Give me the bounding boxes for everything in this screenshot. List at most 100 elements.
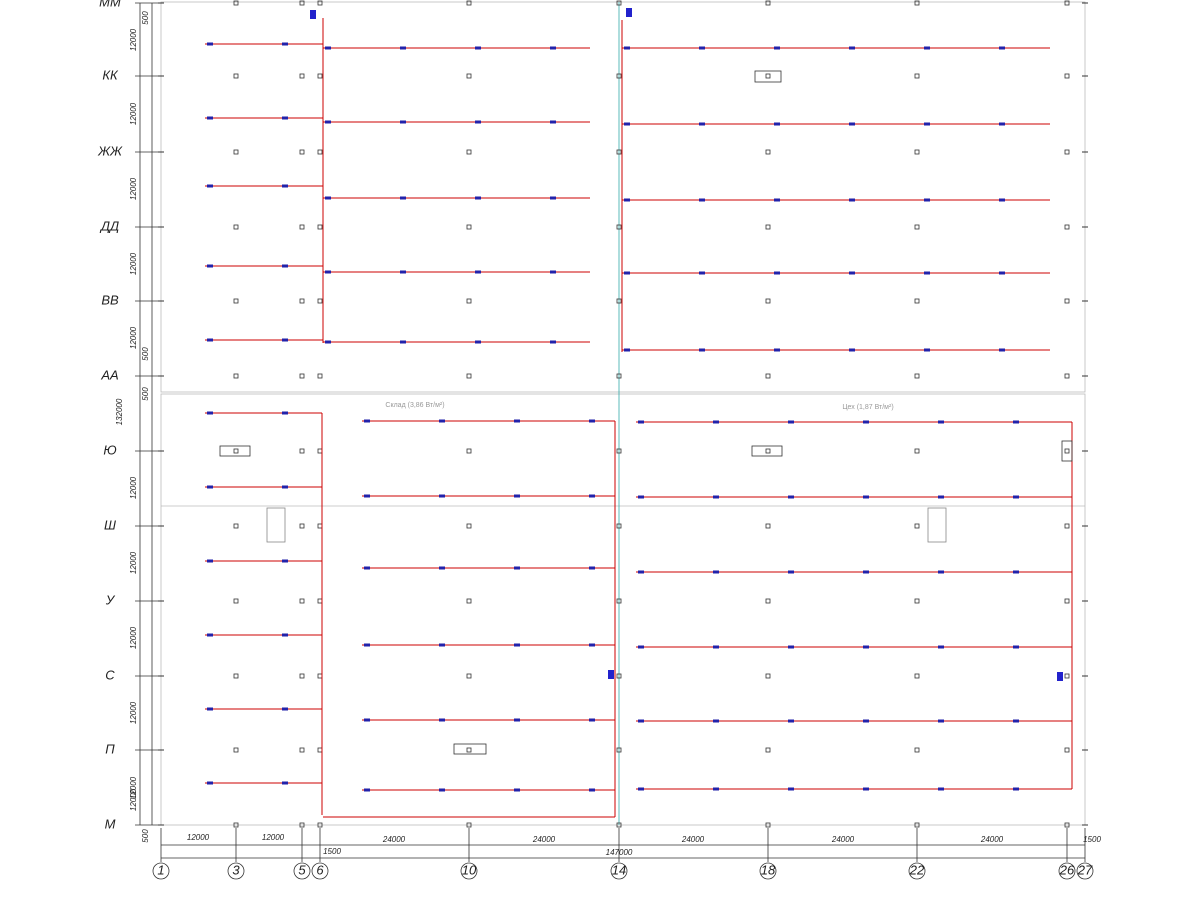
lower-block xyxy=(160,393,1086,826)
left-dimension: 12000 xyxy=(129,701,138,724)
column-marker xyxy=(466,373,472,379)
column-marker xyxy=(914,747,920,753)
column-marker xyxy=(1064,598,1070,604)
column-label: 26 xyxy=(1059,862,1075,877)
luminaire xyxy=(699,271,705,275)
luminaire xyxy=(1013,495,1019,499)
luminaire xyxy=(788,787,794,791)
luminaire xyxy=(364,566,370,570)
luminaire xyxy=(774,46,780,50)
column-label: 5 xyxy=(298,862,306,877)
luminaire xyxy=(325,120,331,124)
luminaire xyxy=(863,570,869,574)
row-label: Ю xyxy=(103,442,116,457)
left-dimension: 12000 xyxy=(129,776,138,799)
luminaire xyxy=(439,643,445,647)
column-marker xyxy=(616,673,622,679)
luminaire xyxy=(207,116,213,120)
luminaire xyxy=(207,633,213,637)
column-marker xyxy=(765,523,771,529)
column-marker xyxy=(299,224,305,230)
column-marker xyxy=(616,598,622,604)
column-marker xyxy=(466,73,472,79)
luminaire xyxy=(514,494,520,498)
column-label: 3 xyxy=(232,862,240,877)
luminaire xyxy=(849,122,855,126)
column-label: 10 xyxy=(462,862,477,877)
column-marker xyxy=(299,448,305,454)
luminaire xyxy=(282,485,288,489)
luminaire xyxy=(207,184,213,188)
column-marker xyxy=(466,747,472,753)
bottom-dimension: 24000 xyxy=(382,835,406,844)
column-marker xyxy=(765,373,771,379)
luminaire xyxy=(713,420,719,424)
column-marker xyxy=(765,747,771,753)
circuits xyxy=(205,18,1073,818)
luminaire xyxy=(400,270,406,274)
luminaire xyxy=(439,566,445,570)
column-marker xyxy=(299,149,305,155)
column-marker xyxy=(233,298,239,304)
column-marker xyxy=(299,822,305,828)
luminaire xyxy=(1013,420,1019,424)
luminaire xyxy=(282,338,288,342)
luminaire xyxy=(325,46,331,50)
luminaire xyxy=(849,271,855,275)
row-label: АА xyxy=(100,367,118,382)
column-marker xyxy=(299,598,305,604)
luminaire xyxy=(938,645,944,649)
luminaire xyxy=(589,788,595,792)
luminaire xyxy=(282,559,288,563)
luminaire xyxy=(550,340,556,344)
luminaire xyxy=(282,707,288,711)
luminaire xyxy=(207,338,213,342)
column-marker xyxy=(765,298,771,304)
luminaire xyxy=(638,570,644,574)
stair xyxy=(927,507,947,543)
luminaire xyxy=(207,559,213,563)
bottom-dimension: 12000 xyxy=(187,833,210,842)
column-marker xyxy=(299,373,305,379)
column-bubble xyxy=(1076,862,1094,880)
luminaire xyxy=(475,196,481,200)
column-marker xyxy=(1064,373,1070,379)
left-dimension: 12000 xyxy=(129,102,138,125)
luminaire xyxy=(788,645,794,649)
row-label: ММ xyxy=(99,0,121,9)
luminaire xyxy=(282,781,288,785)
luminaire xyxy=(400,46,406,50)
column-marker xyxy=(233,373,239,379)
luminaire xyxy=(938,719,944,723)
luminaire xyxy=(400,120,406,124)
bottom-dimension: 24000 xyxy=(831,835,855,844)
column-marker xyxy=(317,298,323,304)
equipment xyxy=(1061,440,1073,462)
luminaire xyxy=(514,643,520,647)
column-bubble xyxy=(227,862,245,880)
column-marker xyxy=(317,224,323,230)
luminaire xyxy=(550,270,556,274)
column-marker xyxy=(914,598,920,604)
luminaire xyxy=(713,645,719,649)
left-dimension: 500 xyxy=(141,11,150,25)
column-marker xyxy=(466,822,472,828)
column-marker xyxy=(299,673,305,679)
column-marker xyxy=(1064,73,1070,79)
column-marker xyxy=(299,523,305,529)
luminaire xyxy=(207,264,213,268)
column-marker xyxy=(914,298,920,304)
luminaire xyxy=(589,419,595,423)
upper-block xyxy=(160,1,1086,393)
luminaire xyxy=(439,788,445,792)
column-marker xyxy=(233,224,239,230)
luminaire xyxy=(364,419,370,423)
row-label: ДД xyxy=(99,218,119,233)
luminaire xyxy=(475,270,481,274)
luminaire xyxy=(774,122,780,126)
column-marker xyxy=(914,673,920,679)
column-label: 27 xyxy=(1077,862,1093,877)
column-marker xyxy=(466,448,472,454)
column-marker xyxy=(233,523,239,529)
